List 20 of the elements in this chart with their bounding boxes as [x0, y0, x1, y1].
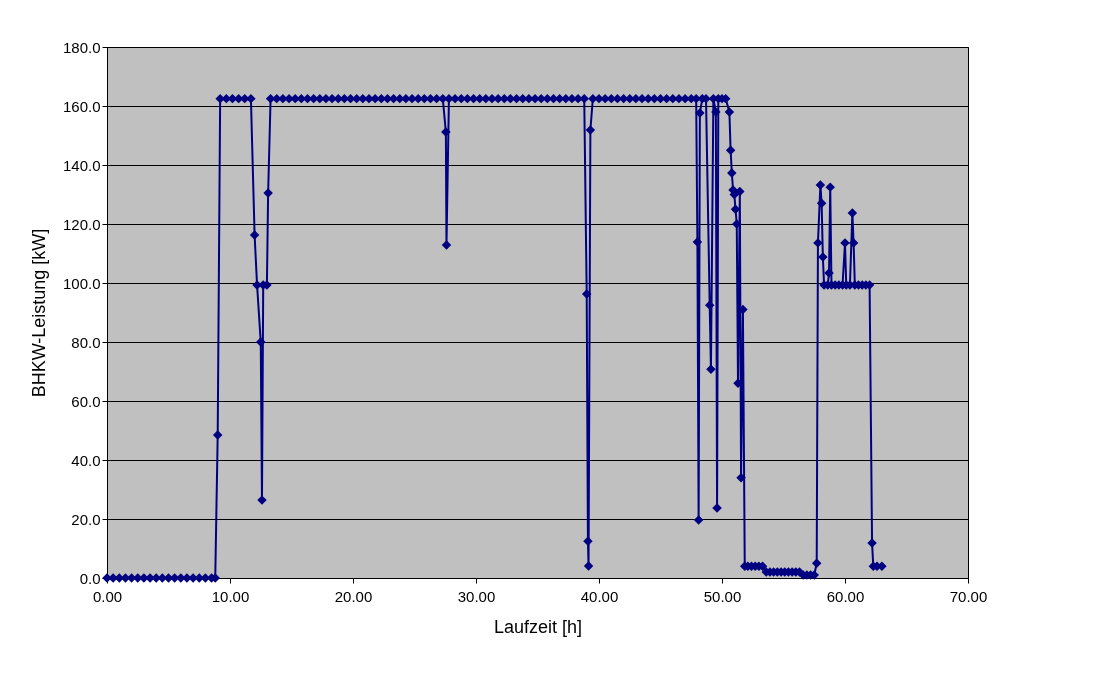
x-tick-label: 20.00 — [334, 587, 373, 605]
x-tick-label: 30.00 — [457, 587, 496, 605]
y-tick-label: 100.0 — [62, 274, 101, 292]
y-tick-label: 140.0 — [62, 156, 101, 174]
y-tick-label: 180.0 — [62, 38, 101, 56]
y-tick-label: 160.0 — [62, 97, 101, 115]
x-tick-label: 40.00 — [580, 587, 619, 605]
x-tick-label: 60.00 — [826, 587, 865, 605]
x-axis-title: Laufzeit [h] — [493, 616, 583, 637]
y-tick-label: 40.0 — [71, 451, 101, 469]
x-tick-label: 70.00 — [949, 587, 988, 605]
y-tick-label: 120.0 — [62, 215, 101, 233]
y-tick-label: 20.0 — [71, 510, 101, 528]
y-tick-label: 0.0 — [79, 569, 101, 587]
x-tick-label: 50.00 — [703, 587, 742, 605]
x-tick-label: 0.00 — [92, 587, 123, 605]
y-tick-label: 80.0 — [71, 333, 101, 351]
y-tick-label: 60.0 — [71, 392, 101, 410]
x-tick-label: 10.00 — [211, 587, 250, 605]
y-axis-title: BHKW-Leistung [kW] — [28, 228, 49, 398]
